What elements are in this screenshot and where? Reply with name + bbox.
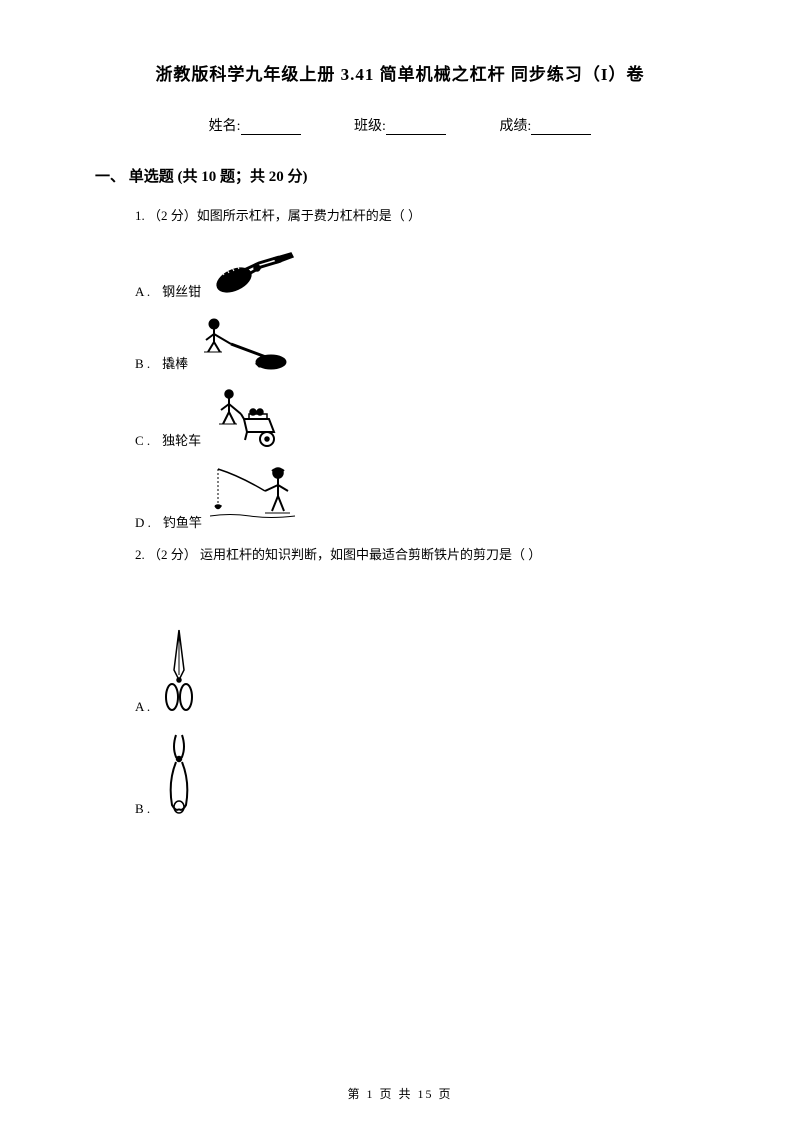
student-info-row: 姓名: 班级: 成绩: [95,115,705,135]
option-text: 钢丝钳 [162,281,201,300]
score-blank [531,134,591,135]
q1-option-c: C . 独轮车 [135,384,705,449]
question-2-text: 2. （2 分） 运用杠杆的知识判断，如图中最适合剪断铁片的剪刀是（ ） [135,543,705,566]
scissors-1-icon [162,625,197,715]
fishing-icon [210,461,305,531]
name-label: 姓名: [209,119,241,134]
name-blank [241,134,301,135]
q1-option-a: A . 钢丝钳 [135,245,705,300]
section-header: 一、 单选题 (共 10 题；共 20 分) [95,165,705,186]
q2-option-a: A . [135,625,705,715]
score-field: 成绩: [499,115,591,135]
wheelbarrow-icon [209,384,289,449]
name-field: 姓名: [209,115,301,135]
pliers-icon [209,245,299,300]
option-label: B . [135,801,150,817]
crowbar-icon [196,312,291,372]
page-footer: 第 1 页 共 15 页 [0,1085,800,1102]
q1-option-d: D . 钓鱼竿 [135,461,705,531]
option-label: A . [135,284,150,300]
option-text: 撬棒 [162,353,188,372]
q2-option-b: B . [135,727,705,817]
class-field: 班级: [354,115,446,135]
option-text: 钓鱼竿 [163,512,202,531]
score-label: 成绩: [499,119,531,134]
class-blank [386,134,446,135]
class-label: 班级: [354,119,386,134]
option-text: 独轮车 [162,430,201,449]
document-title: 浙教版科学九年级上册 3.41 简单机械之杠杆 同步练习（I）卷 [95,60,705,85]
option-label: B . [135,356,150,372]
option-label: C . [135,433,150,449]
option-label: D . [135,515,151,531]
question-1-text: 1. （2 分）如图所示杠杆，属于费力杠杆的是（ ） [135,204,705,227]
scissors-2-icon [162,727,197,817]
q1-option-b: B . 撬棒 [135,312,705,372]
option-label: A . [135,699,150,715]
